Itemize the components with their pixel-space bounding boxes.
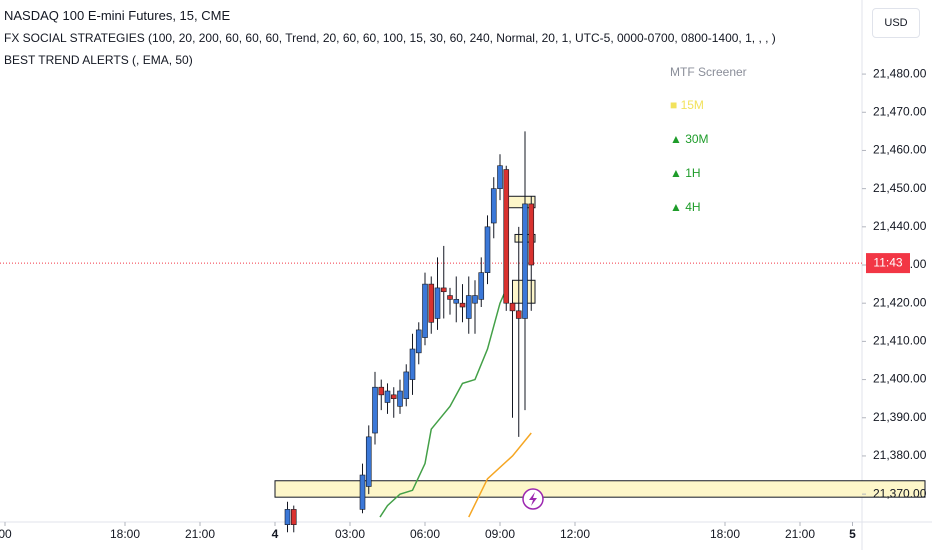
candle-body: [472, 295, 478, 304]
candle-body: [447, 295, 453, 300]
y-tick-label: 21,380.00: [873, 448, 927, 462]
x-tick-label: 21:00: [185, 527, 215, 541]
indicator-label: BEST TREND ALERTS (, EMA, 50): [4, 53, 193, 67]
x-tick-label: 06:00: [410, 527, 440, 541]
zone: [274, 480, 926, 498]
candle-body: [522, 203, 528, 319]
candle-body: [478, 272, 485, 300]
y-tick-label: 21,400.00: [873, 372, 927, 386]
candle-body: [409, 348, 416, 380]
candle-body: [465, 295, 472, 319]
indicator-label: FX SOCIAL STRATEGIES (100, 20, 200, 60, …: [4, 31, 776, 45]
candle-body: [453, 299, 460, 304]
screener-item: ▲ 1H: [670, 166, 701, 180]
candle-body: [365, 436, 372, 487]
y-tick-label: 21,410.00: [873, 334, 927, 348]
y-tick-label: 21,390.00: [873, 410, 927, 424]
candle-body: [359, 474, 366, 510]
candle-body: [484, 226, 491, 273]
x-tick-label: 4: [272, 527, 279, 541]
candle-body: [428, 283, 435, 323]
x-tick-label: 18:00: [110, 527, 140, 541]
y-tick-label: 21,460.00: [873, 143, 927, 157]
candle-body: [503, 169, 510, 304]
y-tick-label: 21,480.00: [873, 66, 927, 80]
x-tick-label: 5: [849, 527, 856, 541]
screener-title: MTF Screener: [670, 65, 747, 79]
candle-body: [397, 390, 403, 407]
candle-body: [497, 165, 503, 189]
x-tick-label: 03:00: [335, 527, 365, 541]
screener-item: ■ 15M: [670, 98, 704, 112]
currency-button[interactable]: USD: [872, 8, 920, 38]
candle-body: [372, 386, 378, 434]
x-tick-label: 21:00: [785, 527, 815, 541]
candle-body: [415, 329, 422, 354]
y-tick-label: 21,370.00: [873, 486, 927, 500]
candle-body: [390, 394, 397, 399]
y-tick-label: 21,450.00: [873, 181, 927, 195]
candle-body: [459, 302, 466, 308]
candle-body: [434, 287, 441, 319]
y-tick-label: 21,470.00: [873, 104, 927, 118]
ema-line: [468, 432, 532, 518]
x-tick-label: 18:00: [710, 527, 740, 541]
x-tick-label: 00: [0, 527, 12, 541]
x-tick-label: 12:00: [560, 527, 590, 541]
candle-body: [284, 509, 291, 525]
candle-body: [290, 509, 297, 525]
price-label: 11:43: [873, 255, 902, 269]
candle-body: [422, 283, 428, 338]
x-tick-label: 09:00: [485, 527, 515, 541]
candle-body: [515, 310, 522, 319]
candle-body: [509, 302, 516, 312]
y-tick-label: 21,420.00: [873, 295, 927, 309]
screener-item: ▲ 30M: [670, 132, 709, 146]
symbol-title: NASDAQ 100 E-mini Futures, 15, CME: [4, 8, 231, 23]
candle-body: [440, 287, 447, 293]
candle-body: [490, 188, 497, 224]
y-tick-label: 21,440.00: [873, 219, 927, 233]
ema-line: [379, 291, 506, 518]
candle-body: [403, 371, 410, 399]
candle-body: [528, 203, 535, 266]
alert-bolt: [529, 492, 537, 506]
candle-body: [378, 386, 385, 396]
screener-item: ▲ 4H: [670, 200, 701, 214]
candle-body: [384, 390, 391, 403]
price-label-box: [866, 253, 910, 274]
